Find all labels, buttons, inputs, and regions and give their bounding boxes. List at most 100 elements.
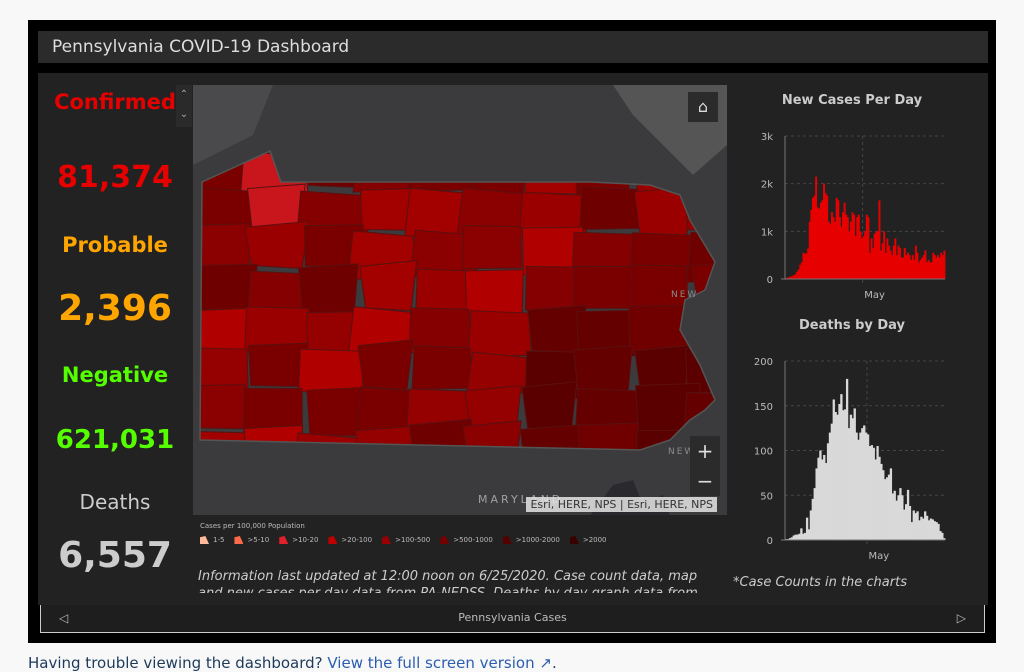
y-tick-label: 1k: [761, 227, 773, 238]
bar: [887, 245, 890, 279]
county-region[interactable]: [359, 260, 418, 312]
bar: [861, 428, 864, 540]
bar: [875, 231, 878, 279]
county-region[interactable]: [243, 424, 304, 469]
county-region[interactable]: [408, 307, 471, 351]
legend-item: >5-10: [234, 536, 269, 544]
county-region[interactable]: [193, 383, 246, 430]
bar: [799, 264, 802, 279]
chart-note: *Case Counts in the charts: [733, 575, 907, 590]
bar: [939, 531, 942, 540]
county-region[interactable]: [357, 339, 414, 391]
bar: [922, 255, 925, 279]
bar: [827, 221, 830, 279]
bar: [882, 470, 885, 540]
zoom-in-button[interactable]: +: [690, 436, 720, 466]
legend-item: 1-5: [200, 536, 224, 544]
full-screen-link-label[interactable]: View the full screen version: [327, 654, 535, 672]
prev-arrow-icon[interactable]: ◁: [59, 611, 69, 625]
y-tick-label: 0: [767, 536, 773, 547]
county-region[interactable]: [411, 345, 473, 390]
bar: [788, 538, 792, 540]
bar: [825, 463, 828, 540]
bar: [906, 489, 910, 540]
lake-erie: [193, 85, 273, 165]
bar: [930, 262, 933, 279]
county-region[interactable]: [691, 259, 727, 309]
bar: [876, 446, 879, 540]
county-region[interactable]: [691, 304, 727, 357]
county-region[interactable]: [462, 225, 523, 270]
bar: [815, 176, 818, 279]
county-region[interactable]: [579, 186, 641, 231]
legend-item: >20-100: [328, 536, 372, 544]
bar: [864, 231, 867, 279]
county-region[interactable]: [573, 265, 635, 309]
info-text: Information last updated at 12:00 noon o…: [198, 569, 698, 593]
stats-panel: Confirmed Cases 81,374 Probable 2,396 Ne…: [40, 80, 190, 600]
full-screen-link[interactable]: View the full screen version ↗: [327, 654, 552, 672]
county-region[interactable]: [573, 345, 633, 393]
bar: [914, 513, 917, 540]
chevron-up-icon[interactable]: ⌃: [179, 89, 189, 100]
bar: [935, 522, 938, 540]
bar: [854, 236, 857, 279]
bar: [885, 477, 889, 540]
county-region[interactable]: [467, 310, 532, 358]
next-arrow-icon[interactable]: ▷: [956, 611, 966, 625]
bar: [889, 250, 892, 279]
bar: [920, 516, 923, 540]
county-map[interactable]: NEW NEW S MARYLAND ⌂ + − Esri, HERE, NPS…: [193, 85, 727, 515]
bar: [931, 519, 934, 540]
county-region[interactable]: [292, 432, 366, 478]
county-region[interactable]: [193, 430, 253, 477]
county-region[interactable]: [522, 146, 581, 195]
map-canvas[interactable]: [193, 85, 727, 515]
bar: [876, 231, 879, 279]
bar: [924, 511, 927, 540]
county-region[interactable]: [193, 263, 258, 311]
bar: [838, 217, 841, 279]
county-region[interactable]: [354, 425, 418, 474]
y-tick-label: 100: [754, 447, 773, 458]
bar: [813, 195, 816, 279]
county-region[interactable]: [521, 381, 578, 432]
county-region[interactable]: [634, 185, 693, 240]
bar: [809, 510, 813, 540]
home-button[interactable]: ⌂: [688, 92, 718, 122]
county-region[interactable]: [683, 180, 727, 233]
tab-pennsylvania-cases[interactable]: Pennsylvania Cases: [458, 611, 567, 624]
bar: [892, 245, 895, 279]
bar: [807, 248, 810, 279]
county-region[interactable]: [304, 142, 366, 189]
chevron-down-icon[interactable]: ⌄: [179, 109, 189, 120]
county-region[interactable]: [297, 348, 364, 393]
new-cases-chart: 0 1k 2k 3k May: [761, 132, 946, 301]
county-region[interactable]: [682, 391, 727, 442]
tab-footer: ◁ Pennsylvania Cases ▷: [40, 605, 985, 633]
bar: [894, 238, 897, 279]
bar: [895, 255, 898, 279]
help-text-label: Having trouble viewing the dashboard?: [28, 654, 328, 672]
bar: [838, 403, 841, 540]
zoom-out-button[interactable]: −: [690, 466, 720, 496]
county-region[interactable]: [577, 422, 640, 471]
legend-label: >500-1000: [453, 536, 493, 544]
legend-label: >100-500: [395, 536, 431, 544]
bar: [906, 252, 909, 279]
bar: [932, 252, 935, 279]
legend-swatch: [279, 536, 289, 544]
stats-scrollbar[interactable]: ⌃ ⌄: [176, 85, 192, 127]
bar: [914, 245, 917, 279]
bar: [943, 250, 946, 279]
county-region[interactable]: [244, 220, 309, 269]
probable-value: 2,396: [58, 288, 172, 329]
county-region[interactable]: [630, 264, 689, 312]
county-region[interactable]: [408, 149, 475, 191]
county-region[interactable]: [193, 307, 254, 352]
county-region[interactable]: [469, 144, 527, 196]
bar: [817, 457, 820, 540]
y-tick-label: 2k: [761, 180, 773, 191]
bar: [853, 408, 856, 540]
bar: [797, 269, 800, 279]
